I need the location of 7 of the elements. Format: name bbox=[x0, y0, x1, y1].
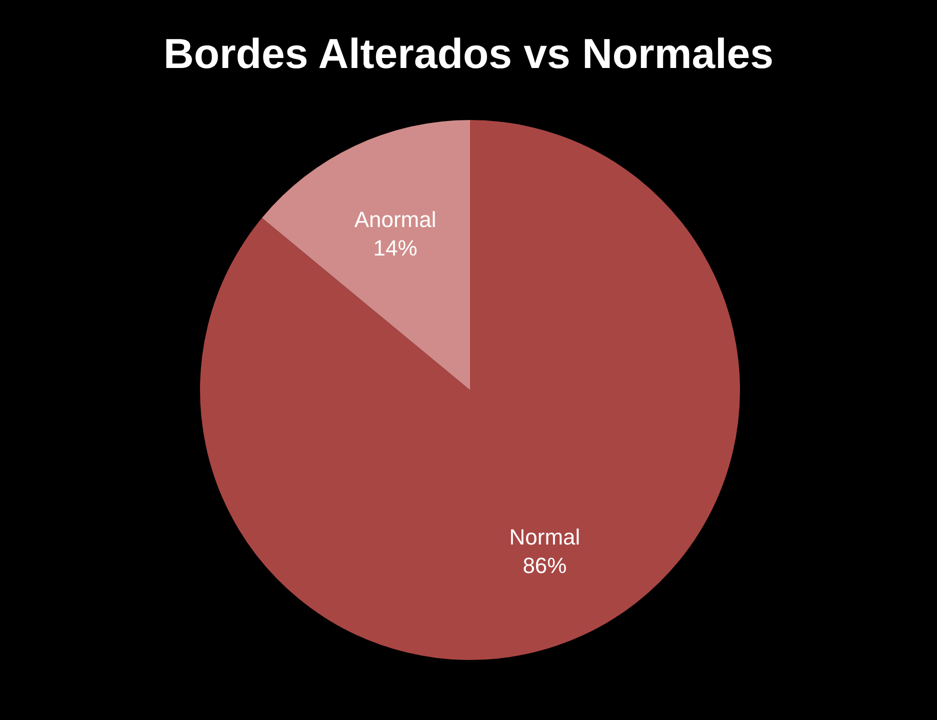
data-label: 86% bbox=[522, 552, 567, 578]
slice-label: Normal bbox=[509, 524, 580, 550]
pie-slice bbox=[262, 120, 470, 390]
slice-label: Anormal bbox=[354, 206, 436, 232]
chart-title: Bordes Alterados vs Normales bbox=[163, 30, 774, 77]
data-label: 14% bbox=[373, 235, 418, 260]
pie-slice bbox=[200, 120, 740, 660]
